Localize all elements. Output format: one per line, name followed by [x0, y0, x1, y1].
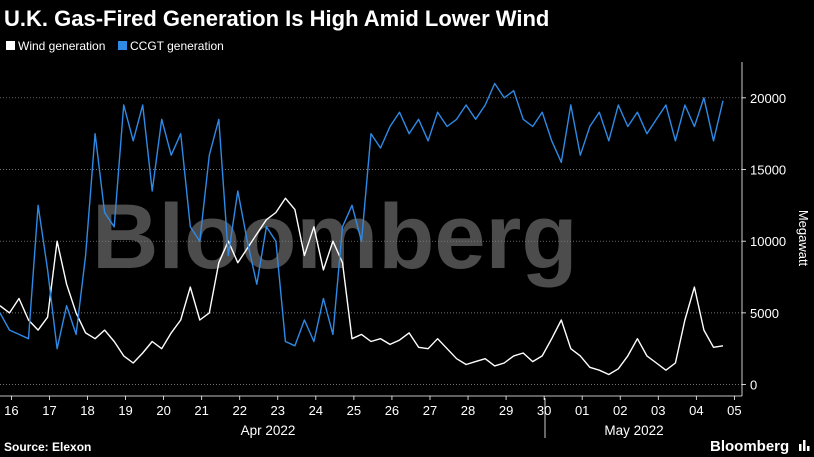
x-tick-label-24: 24	[309, 403, 323, 418]
month-label-apr: Apr 2022	[241, 423, 296, 438]
x-tick-label-17: 17	[42, 403, 56, 418]
series-layer	[0, 82, 724, 376]
x-tick-label-16: 16	[4, 403, 18, 418]
x-axis: 16 17 18 19 20 21 22 23 24 25 26 27 28 29 30 01 02 03 04 05	[4, 396, 742, 418]
x-tick-label-26: 26	[385, 403, 399, 418]
x-tick-label-27: 27	[423, 403, 437, 418]
y-tick-label-10000: 10000	[750, 234, 786, 249]
x-tick-label-19: 19	[118, 403, 132, 418]
chart-title: U.K. Gas-Fired Generation Is High Amid L…	[4, 6, 549, 31]
legend: Wind generation CCGT generation	[6, 39, 224, 53]
x-tick-label-25: 25	[347, 403, 361, 418]
x-tick-label-18: 18	[80, 403, 94, 418]
x-tick-label-21: 21	[194, 403, 208, 418]
bar-chart-icon	[799, 440, 810, 451]
x-tick-label-23: 23	[271, 403, 285, 418]
x-tick-label-29: 29	[499, 403, 513, 418]
wind-generation-line	[0, 197, 724, 376]
x-tick-label-03: 03	[651, 403, 665, 418]
y-axis: 0 5000 10000 15000 20000	[742, 91, 786, 393]
legend-swatch-wind	[6, 41, 15, 50]
y-tick-label-5000: 5000	[750, 306, 779, 321]
x-tick-label-05: 05	[727, 403, 741, 418]
brand-logo: Bloomberg	[710, 438, 789, 455]
ccgt-generation-line	[0, 82, 724, 350]
y-axis-title: Megawatt	[796, 210, 811, 267]
x-tick-label-30: 30	[537, 403, 551, 418]
source-note: Source: Elexon	[4, 440, 91, 454]
legend-label-wind: Wind generation	[18, 39, 105, 53]
y-tick-label-20000: 20000	[750, 91, 786, 106]
month-label-may: May 2022	[604, 423, 663, 438]
watermark: Bloomberg	[92, 186, 578, 288]
gridlines	[0, 97, 742, 385]
x-tick-label-01: 01	[575, 403, 589, 418]
legend-swatch-ccgt	[118, 41, 127, 50]
x-tick-label-02: 02	[613, 403, 627, 418]
x-tick-label-04: 04	[689, 403, 703, 418]
x-tick-label-22: 22	[232, 403, 246, 418]
x-tick-label-28: 28	[461, 403, 475, 418]
legend-label-ccgt: CCGT generation	[130, 39, 224, 53]
y-tick-label-15000: 15000	[750, 163, 786, 178]
y-tick-label-0: 0	[750, 378, 757, 393]
x-tick-label-20: 20	[156, 403, 170, 418]
